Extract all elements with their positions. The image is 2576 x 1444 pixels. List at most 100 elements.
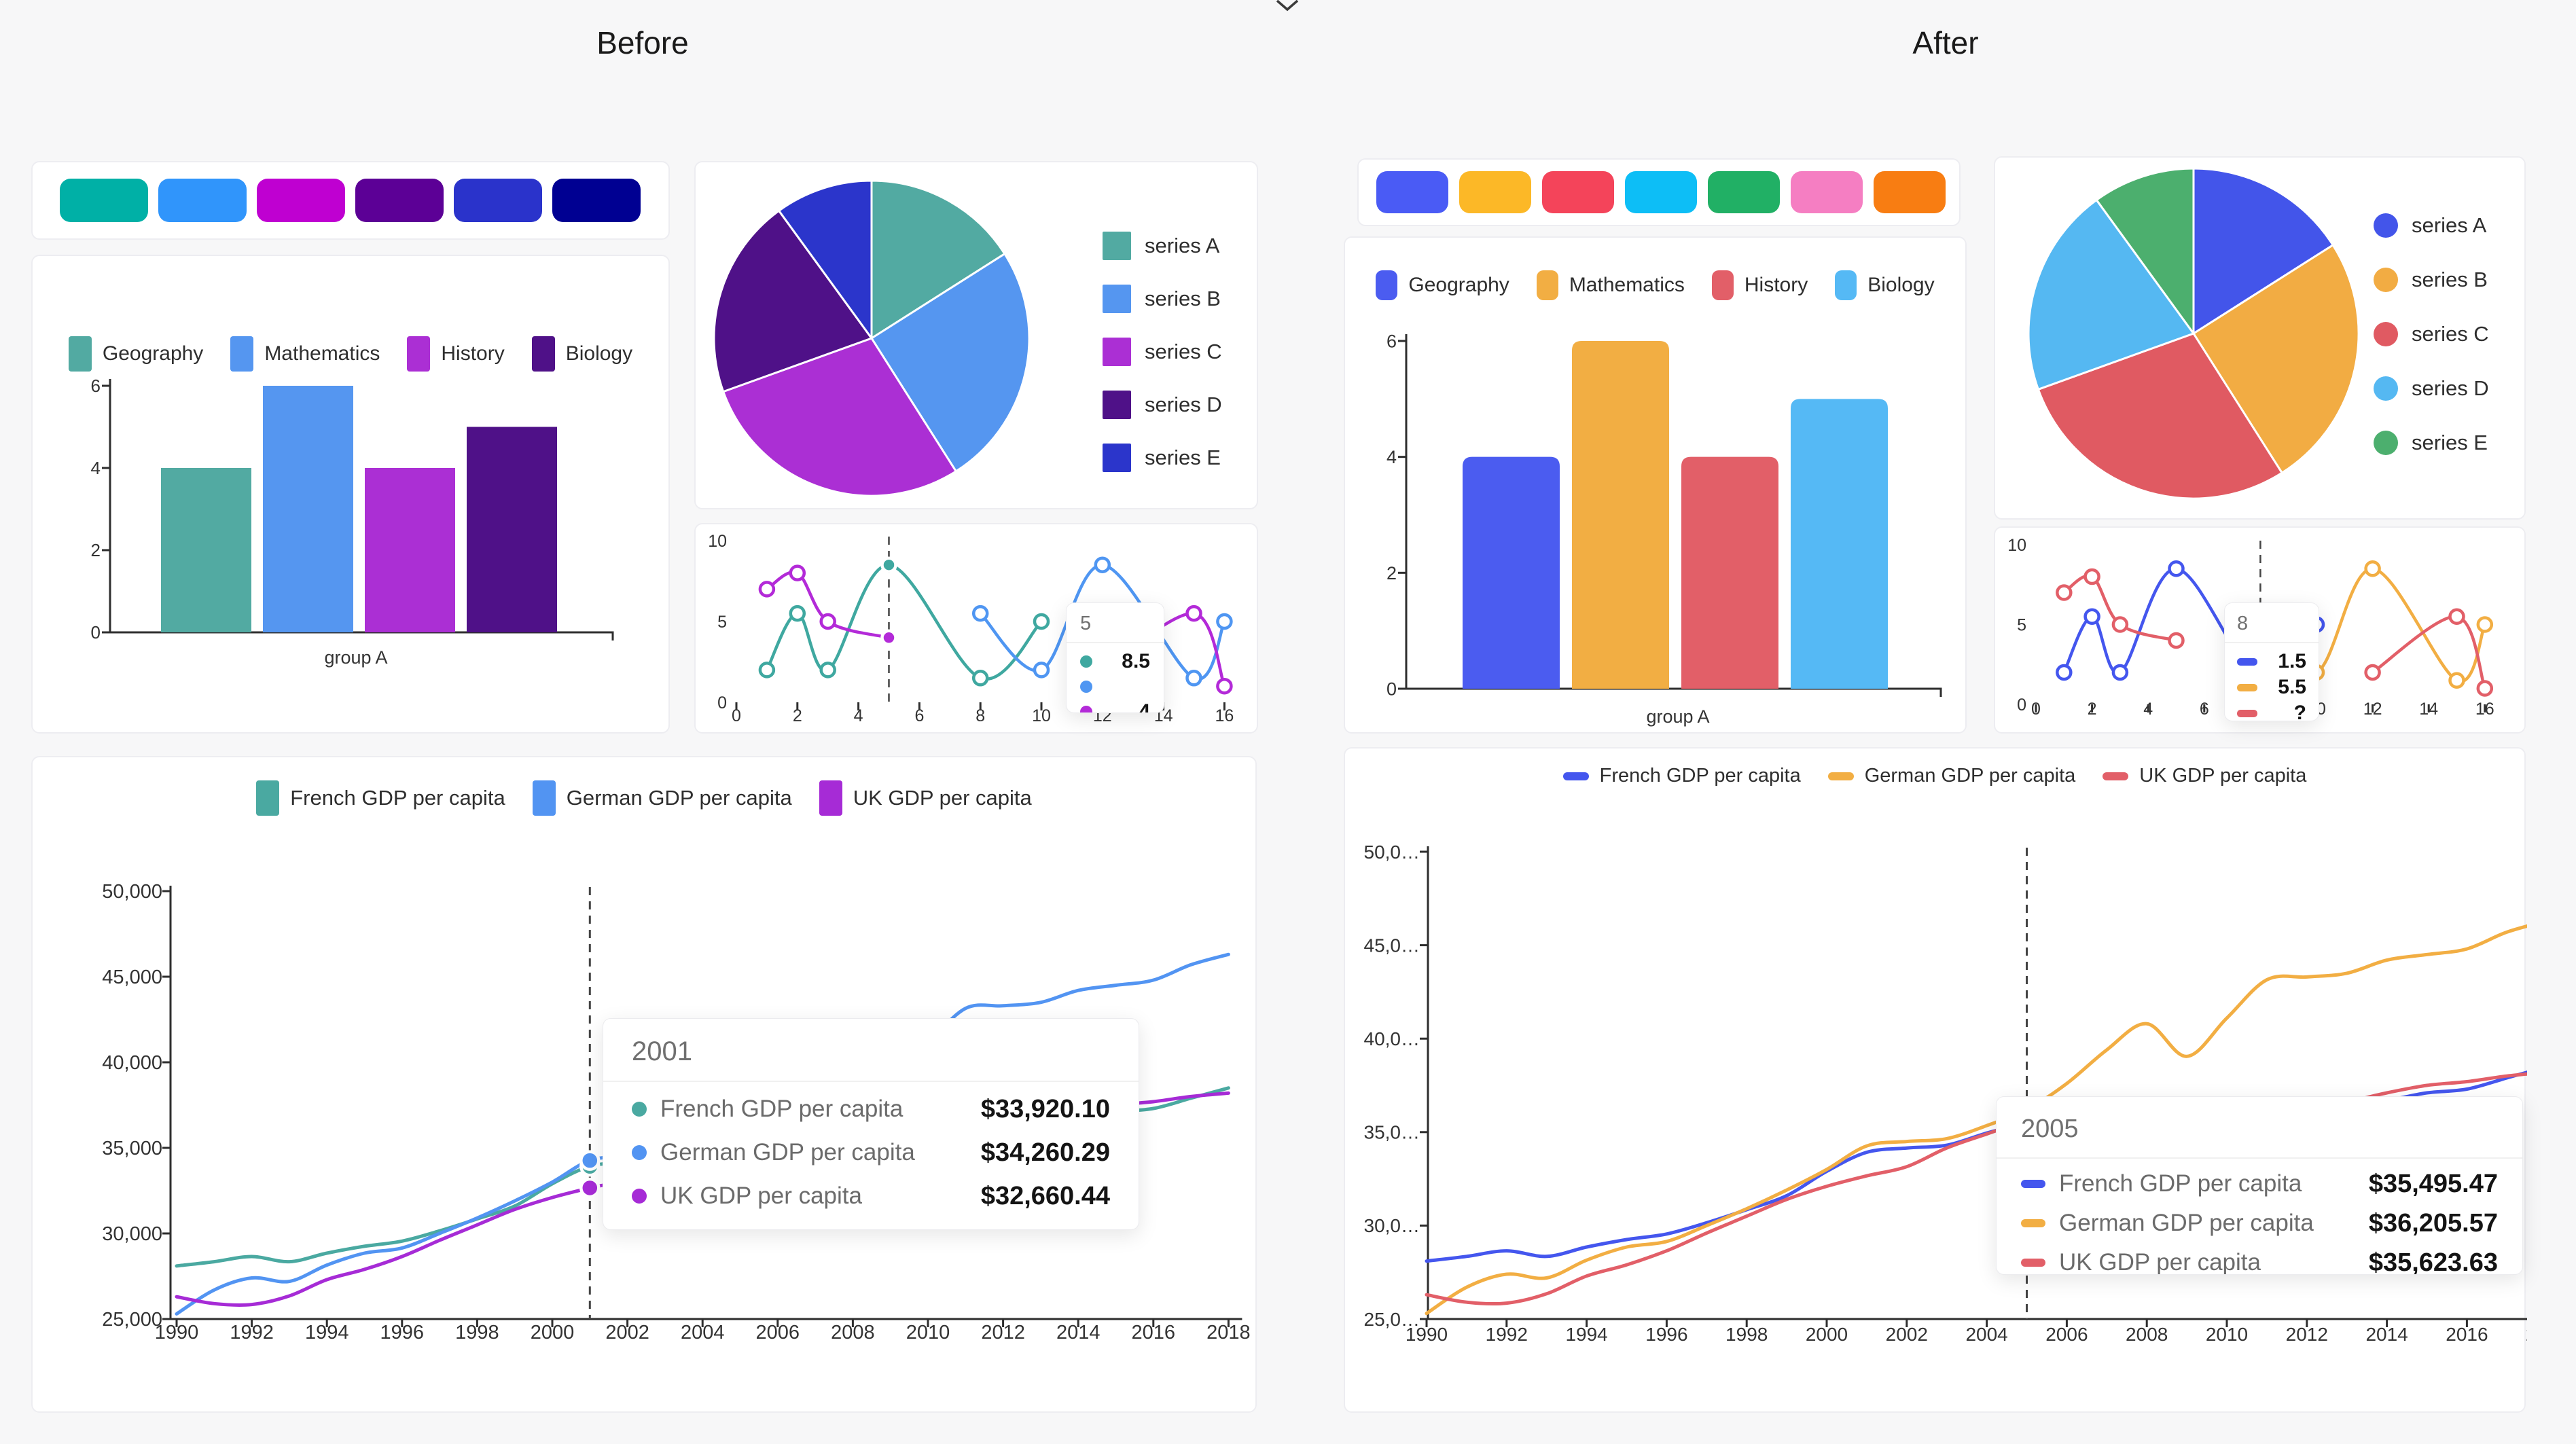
legend-item[interactable]: series B — [1103, 285, 1221, 313]
data-point[interactable] — [2083, 608, 2100, 625]
legend-item[interactable]: History — [407, 336, 505, 372]
line-series[interactable] — [1425, 921, 2527, 1316]
data-point[interactable] — [2056, 664, 2073, 681]
data-point[interactable] — [819, 613, 836, 630]
legend-item[interactable]: UK GDP per capita — [2103, 765, 2306, 787]
pie-slice-series-E[interactable] — [777, 179, 873, 342]
bar-geography[interactable] — [161, 468, 251, 632]
data-point[interactable] — [789, 604, 806, 622]
data-point[interactable] — [2476, 616, 2494, 633]
legend-item[interactable]: series E — [1103, 444, 1221, 472]
before-mini-line-chart-card[interactable]: 0 5 10 0 2 4 6 8 10 12 14 16 5 8.5 4 — [694, 523, 1258, 734]
legend-item[interactable]: series D — [1103, 391, 1222, 419]
pie-slice-series-B[interactable] — [870, 252, 1031, 473]
palette-swatch[interactable] — [60, 179, 148, 222]
after-palette-card[interactable] — [1357, 158, 1961, 226]
data-point[interactable] — [880, 629, 897, 647]
bar-geography[interactable] — [1463, 456, 1560, 689]
line-series[interactable] — [2062, 574, 2178, 643]
data-point[interactable] — [789, 564, 806, 581]
palette-swatch[interactable] — [552, 179, 641, 222]
pie-slice-series-A[interactable] — [870, 179, 1006, 340]
data-point[interactable] — [1216, 613, 1233, 630]
data-point[interactable] — [1185, 604, 1202, 622]
after-pie-chart-card[interactable]: series A series B series C series D series E — [1994, 156, 2526, 520]
data-point[interactable] — [1094, 556, 1111, 573]
data-point[interactable] — [1185, 670, 1202, 687]
before-bar-chart-card[interactable]: Geography Mathematics History Biology 0 2 4 6 gr… — [31, 255, 670, 734]
pie-slice-series-D[interactable] — [2027, 198, 2196, 391]
legend-item[interactable]: series D — [2374, 376, 2489, 401]
bar-biology[interactable] — [1791, 399, 1888, 689]
data-point[interactable] — [2448, 608, 2465, 625]
pie-slice-series-D[interactable] — [713, 209, 874, 393]
data-point[interactable] — [2056, 584, 2073, 601]
legend-item[interactable]: German GDP per capita — [532, 780, 792, 816]
line-series[interactable] — [765, 570, 891, 640]
before-pie-chart-card[interactable]: series A series B series C series D series E — [694, 161, 1258, 509]
line-series[interactable] — [765, 563, 1043, 681]
legend-item[interactable]: series A — [1103, 232, 1219, 260]
data-point[interactable] — [971, 604, 989, 622]
bar-mathematics[interactable] — [263, 386, 353, 632]
bar-biology[interactable] — [467, 427, 557, 633]
palette-swatch[interactable] — [1874, 171, 1946, 213]
data-point[interactable] — [2476, 680, 2494, 697]
after-mini-line-chart-card[interactable]: 0510024681012141681.55.5? — [1994, 526, 2526, 734]
before-gdp-line-chart-card[interactable]: French GDP per capita German GDP per capi… — [31, 756, 1257, 1413]
legend-item[interactable]: Mathematics — [1536, 270, 1685, 300]
data-point[interactable] — [1033, 662, 1050, 679]
legend-item[interactable]: series C — [2374, 322, 2489, 346]
data-point[interactable] — [2111, 616, 2129, 633]
palette-swatch[interactable] — [1542, 171, 1614, 213]
palette-swatch[interactable] — [1376, 171, 1448, 213]
legend-item[interactable]: French GDP per capita — [1562, 765, 1801, 787]
data-point[interactable] — [2168, 560, 2185, 577]
legend-item[interactable]: UK GDP per capita — [819, 780, 1032, 816]
palette-swatch[interactable] — [158, 179, 247, 222]
data-point[interactable] — [2083, 568, 2100, 585]
palette-swatch[interactable] — [1459, 171, 1531, 213]
legend-item[interactable]: series C — [1103, 338, 1222, 366]
data-point[interactable] — [2448, 672, 2465, 689]
data-point[interactable] — [971, 670, 989, 687]
before-palette-card[interactable] — [31, 161, 670, 240]
data-point[interactable] — [758, 581, 776, 598]
data-point[interactable] — [2111, 664, 2129, 681]
legend-item[interactable]: Mathematics — [230, 336, 380, 372]
after-bar-chart-card[interactable]: Geography Mathematics History Biology 0 2 4 6 gr… — [1344, 236, 1967, 734]
active-data-point[interactable] — [579, 1177, 601, 1199]
pie-slice-series-C[interactable] — [721, 337, 958, 497]
legend-item[interactable]: German GDP per capita — [1827, 765, 2075, 787]
data-point[interactable] — [758, 662, 776, 679]
active-data-point[interactable] — [579, 1150, 601, 1171]
data-point[interactable] — [819, 662, 836, 679]
bar-history[interactable] — [365, 468, 455, 632]
data-point[interactable] — [1033, 613, 1050, 630]
legend-item[interactable]: series A — [2374, 213, 2486, 238]
bar-mathematics[interactable] — [1572, 341, 1669, 689]
palette-swatch[interactable] — [1791, 171, 1863, 213]
legend-item[interactable]: French GDP per capita — [256, 780, 505, 816]
legend-item[interactable]: series E — [2374, 431, 2488, 455]
legend-item[interactable]: Geography — [68, 336, 203, 372]
legend-item[interactable]: series B — [2374, 268, 2488, 292]
legend-item[interactable]: Biology — [1835, 270, 1935, 300]
legend-item[interactable]: Geography — [1376, 270, 1509, 300]
palette-swatch[interactable] — [1708, 171, 1780, 213]
pie-slice-series-B[interactable] — [2192, 243, 2360, 475]
after-gdp-line-chart-card[interactable]: French GDP per capita German GDP per capi… — [1344, 747, 2527, 1413]
pie-slice-series-E[interactable] — [2095, 167, 2195, 337]
palette-swatch[interactable] — [257, 179, 345, 222]
data-point[interactable] — [2168, 632, 2185, 649]
data-point[interactable] — [1216, 677, 1233, 695]
legend-item[interactable]: History — [1711, 270, 1808, 300]
palette-swatch[interactable] — [454, 179, 542, 222]
data-point[interactable] — [880, 556, 897, 573]
pie-slice-series-C[interactable] — [2037, 332, 2284, 500]
data-point[interactable] — [2364, 664, 2381, 681]
data-point[interactable] — [2364, 560, 2381, 577]
legend-item[interactable]: Biology — [531, 336, 632, 372]
palette-swatch[interactable] — [1625, 171, 1697, 213]
pie-slice-series-A[interactable] — [2192, 167, 2335, 336]
